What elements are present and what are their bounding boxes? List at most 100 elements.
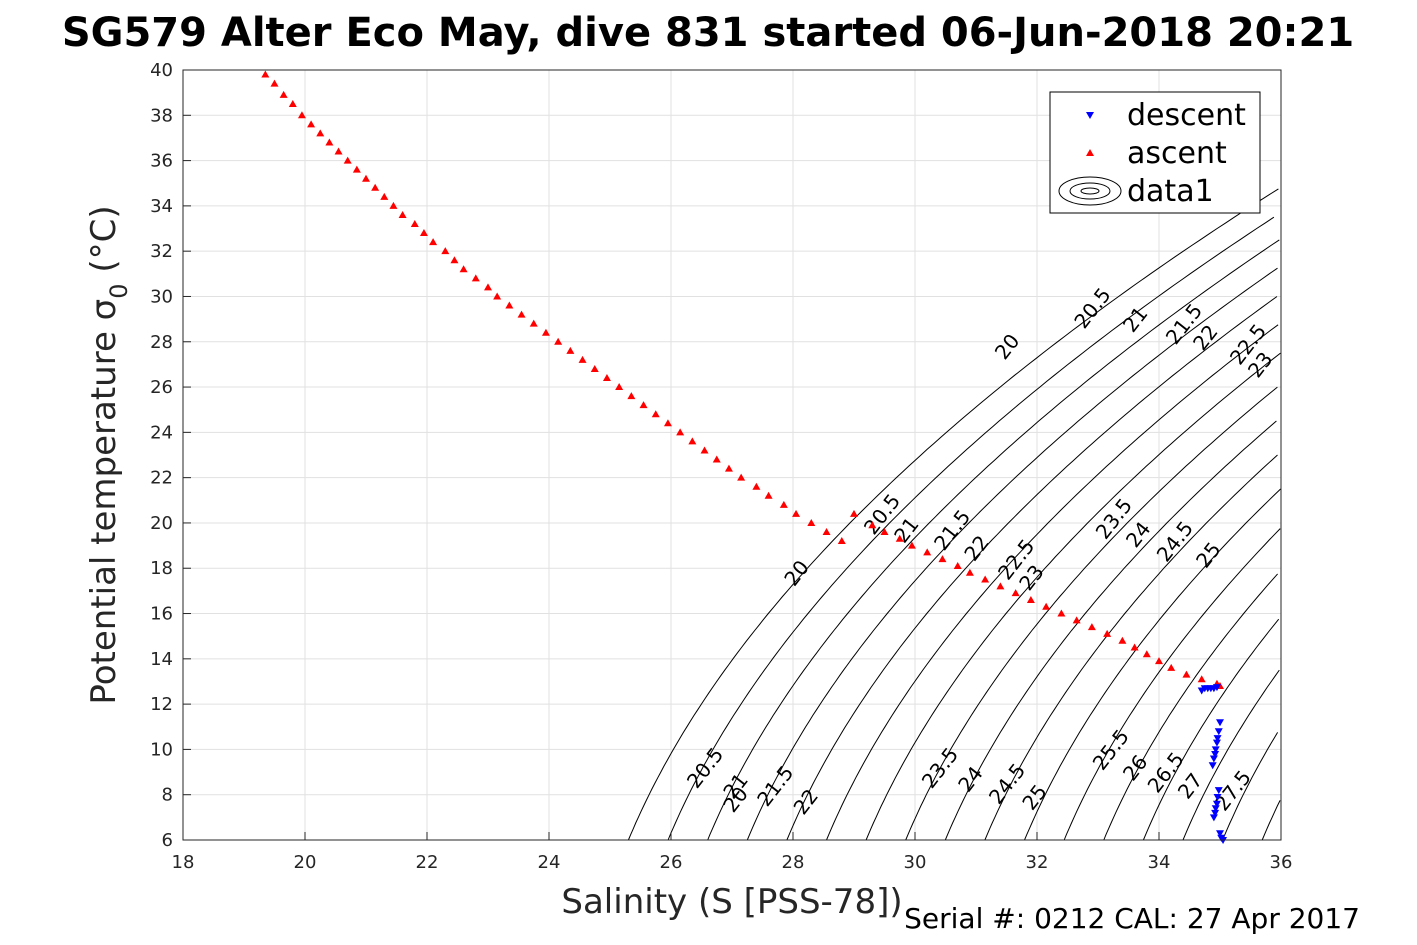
isopycnal-25.5 [1063, 528, 1281, 841]
ascent-point [493, 292, 502, 300]
legend-descent-label: descent [1127, 98, 1246, 133]
contour-label: 20.5 [1069, 283, 1115, 333]
x-tick-label: 26 [660, 852, 683, 873]
y-tick-label: 14 [150, 649, 173, 670]
ascent-point [429, 238, 438, 246]
ascent-point [307, 120, 316, 128]
x-axis-label: Salinity (S [PSS-78]) [561, 882, 902, 922]
ascent-point [529, 319, 538, 327]
ascent-point [288, 99, 297, 107]
legend-data1-label: data1 [1127, 174, 1214, 209]
ascent-point [923, 548, 932, 556]
ascent-point [371, 183, 380, 191]
ascent-point [541, 328, 550, 336]
isopycnal-20.5 [667, 216, 1275, 841]
isopycnal-28 [1261, 800, 1281, 841]
ascent-point [505, 301, 514, 309]
descent-point [1209, 814, 1218, 822]
descent-point [1214, 728, 1223, 736]
ascent-point [362, 174, 370, 182]
ascent-point [895, 534, 904, 542]
ascent-point [822, 528, 831, 535]
ascent-point [676, 428, 685, 436]
ascent-point [566, 346, 575, 354]
isopycnal-21.5 [746, 267, 1278, 841]
ascent-point [297, 111, 306, 119]
x-tick-label: 36 [1270, 852, 1293, 873]
x-tick-label: 32 [1026, 852, 1049, 873]
ascent-point [1042, 602, 1051, 610]
contour-label: 22 [788, 784, 823, 819]
ascent-point [880, 528, 889, 535]
isopycnal-23 [865, 352, 1281, 841]
contour-label: 25 [1191, 537, 1226, 572]
ascent-point [663, 419, 672, 427]
isopycnal-21 [707, 239, 1280, 841]
ascent-point [1197, 675, 1206, 683]
y-axis-ticks: 6 8 10 12 14 16 18 20 22 24 26 28 30 32 34 36 38 40 [150, 60, 191, 851]
ascent-point [868, 521, 877, 529]
ascent-point [627, 392, 636, 400]
ascent-point [517, 310, 526, 318]
ascent-point [590, 364, 599, 372]
y-tick-label: 38 [150, 105, 173, 126]
ascent-point [639, 401, 648, 409]
contour-label: 24 [953, 762, 988, 797]
ascent-point [484, 283, 492, 291]
ascent-point [850, 509, 858, 517]
ascent-point [837, 537, 846, 545]
ascent-point [688, 437, 697, 445]
y-axis-label-subscript: 0 [105, 283, 133, 298]
ascent-point [1011, 589, 1020, 597]
ascent-point [441, 247, 450, 255]
descent-point [1211, 750, 1220, 758]
contour-label: 20 [990, 329, 1025, 364]
descent-point [1213, 735, 1222, 743]
descent-point [1208, 762, 1217, 770]
chart-title: SG579 Alter Eco May, dive 831 started 06… [62, 10, 1354, 56]
ascent-point [1057, 609, 1066, 617]
x-tick-label: 24 [538, 852, 561, 873]
ascent-point [700, 446, 709, 454]
isopycnal-24.5 [984, 454, 1278, 841]
ascent-point [410, 220, 419, 227]
ascent-point [779, 500, 788, 508]
y-axis-label-main: Potential temperature σ [84, 299, 124, 705]
y-tick-label: 10 [150, 739, 173, 760]
y-tick-label: 20 [150, 513, 173, 534]
descent-point [1216, 719, 1224, 727]
ascent-point [1130, 643, 1139, 651]
legend-contour-icon [1058, 176, 1122, 206]
isopycnal-27 [1182, 669, 1280, 841]
plot-frame [182, 69, 1282, 841]
ascent-point [334, 147, 343, 155]
y-tick-label: 26 [150, 377, 173, 398]
isopycnal-23.5 [905, 386, 1278, 841]
ascent-point [615, 383, 624, 391]
y-tick-label: 40 [150, 60, 173, 81]
descent-point [1211, 809, 1220, 817]
ascent-point [938, 555, 947, 563]
y-tick-label: 36 [150, 151, 173, 172]
descent-point [1212, 684, 1221, 692]
isopycnal-25 [1024, 488, 1281, 841]
isopycnal-24 [944, 420, 1277, 841]
ascent-point [261, 70, 270, 78]
ascent-point [737, 473, 746, 481]
ascent-point [459, 265, 468, 273]
y-tick-label: 8 [162, 785, 173, 806]
ascent-point [1167, 663, 1176, 671]
x-tick-label: 34 [1148, 852, 1171, 873]
x-tick-label: 22 [416, 852, 439, 873]
ascent-point [792, 509, 801, 517]
ascent-point [279, 90, 288, 98]
isopycnal-22.5 [826, 324, 1279, 841]
serial-calibration-note: Serial #: 0212 CAL: 27 Apr 2017 [904, 902, 1360, 935]
ascent-series [261, 70, 1224, 689]
y-tick-label: 24 [150, 422, 173, 443]
x-tick-label: 18 [172, 852, 195, 873]
ascent-point [316, 129, 325, 137]
isopycnal-26 [1103, 573, 1278, 841]
ascent-point [602, 374, 611, 381]
